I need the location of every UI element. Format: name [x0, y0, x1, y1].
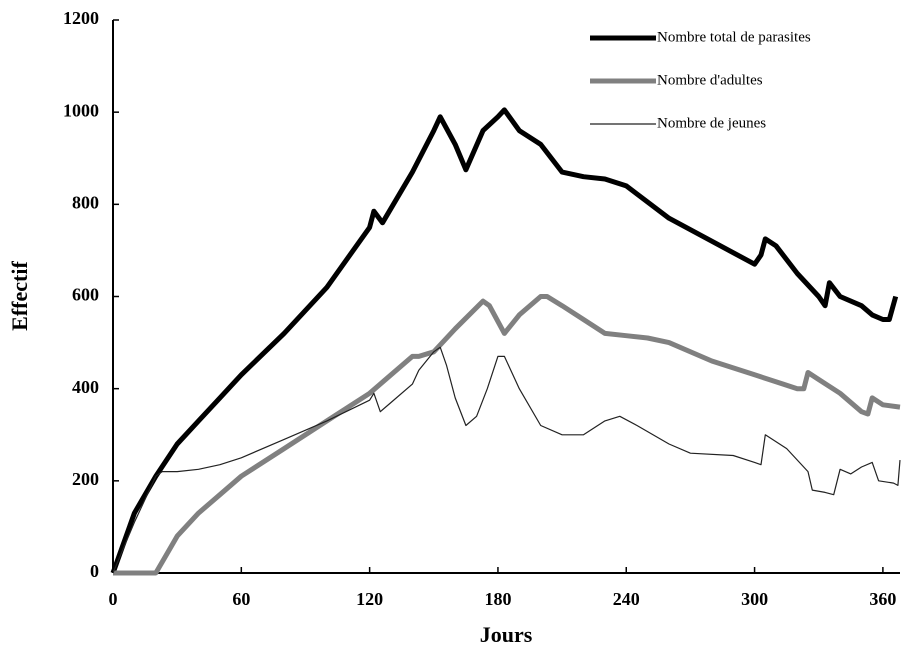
- y-tick-label: 1000: [63, 100, 99, 120]
- x-tick-label: 300: [741, 589, 768, 609]
- x-tick-label: 120: [356, 589, 383, 609]
- legend-label: Nombre total de parasites: [657, 29, 811, 45]
- x-tick-label: 180: [484, 589, 511, 609]
- y-tick-label: 200: [72, 469, 99, 489]
- y-axis-title: Effectif: [7, 261, 32, 331]
- data-line: [113, 294, 901, 576]
- y-tick-label: 800: [72, 192, 99, 212]
- y-tick-label: 600: [72, 285, 99, 305]
- data-line: [112, 346, 901, 574]
- y-tick-label: 0: [90, 561, 99, 581]
- legend-label: Nombre de jeunes: [657, 115, 766, 131]
- x-axis-title: Jours: [480, 622, 533, 647]
- y-tick-label: 400: [72, 377, 99, 397]
- x-tick-label: 240: [613, 589, 640, 609]
- data-line: [110, 107, 899, 574]
- legend-label: Nombre d'adultes: [657, 72, 763, 88]
- x-tick-label: 60: [232, 589, 250, 609]
- x-tick-label: 360: [869, 589, 896, 609]
- y-tick-label: 1200: [63, 8, 99, 28]
- x-tick-label: 0: [109, 589, 118, 609]
